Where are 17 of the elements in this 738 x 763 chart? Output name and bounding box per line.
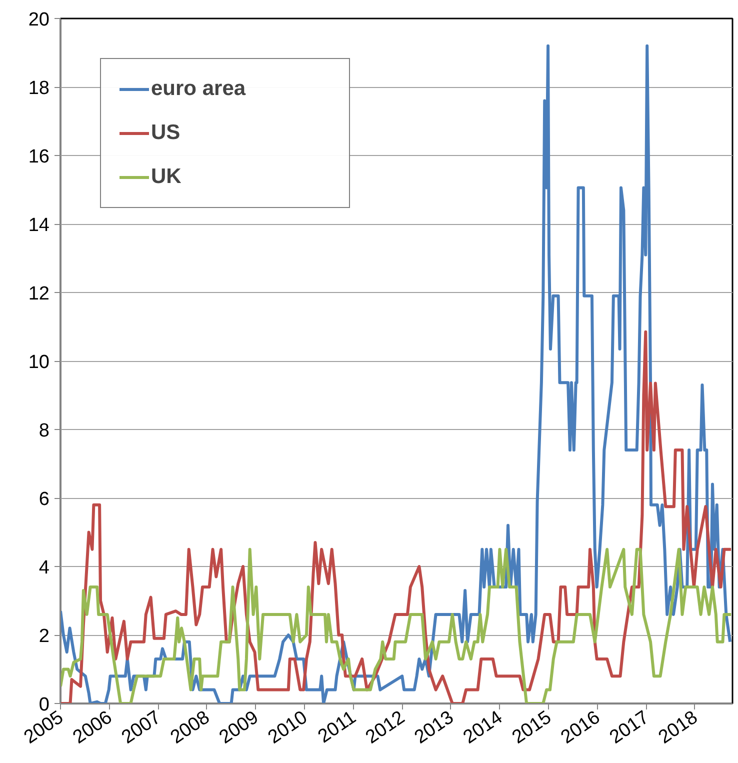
y-tick-label: 12 — [28, 284, 50, 304]
legend-label: US — [151, 121, 182, 145]
y-tick-label: 18 — [28, 78, 50, 99]
x-tick-label: 2009 — [216, 707, 262, 748]
y-tick-label: 4 — [38, 558, 50, 578]
y-tick-label: 0 — [38, 694, 50, 716]
x-tick-label: 2010 — [264, 707, 312, 748]
y-tick-label: 16 — [28, 146, 50, 168]
x-tick-label: 2011 — [314, 707, 360, 748]
y-tick-label: 6 — [38, 489, 50, 510]
y-tick-label: 14 — [28, 215, 50, 236]
legend-label: UK — [151, 165, 182, 189]
y-tick-label: 10 — [28, 352, 50, 373]
legend-label: euro area — [151, 77, 247, 101]
y-tick-label: 20 — [28, 10, 50, 30]
y-tick-label: 8 — [38, 420, 50, 442]
y-tick-label: 2 — [38, 626, 50, 647]
